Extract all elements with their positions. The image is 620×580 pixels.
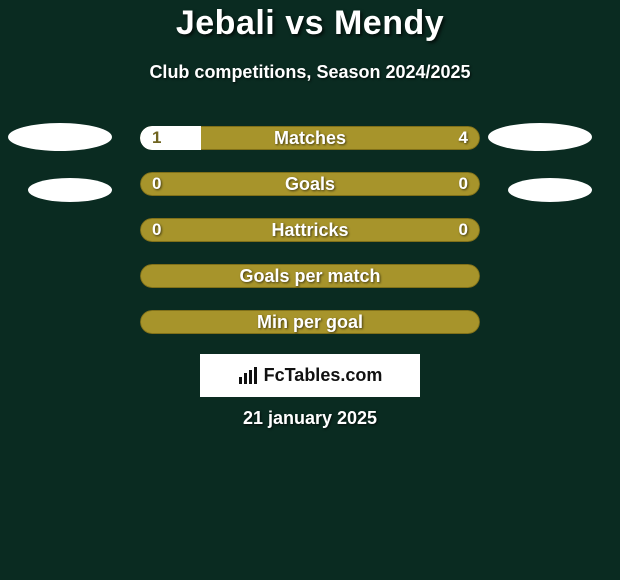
date-line: 21 january 2025	[0, 408, 620, 429]
stat-row-left-value: 0	[152, 172, 161, 196]
stat-row-label: Goals	[140, 172, 480, 196]
stat-row: Goals per match	[140, 264, 480, 288]
stat-row: Goals0 0	[140, 172, 480, 196]
player-badge-right_lower	[508, 178, 592, 202]
page-subtitle: Club competitions, Season 2024/2025	[0, 62, 620, 83]
brand-logo: FcTables.com	[238, 365, 383, 386]
comparison-infographic: Jebali vs Mendy Club competitions, Seaso…	[0, 0, 620, 580]
stat-row-label: Min per goal	[140, 310, 480, 334]
stat-row-right-value: 0	[459, 218, 468, 242]
stat-row: Min per goal	[140, 310, 480, 334]
stat-row: Hattricks0 0	[140, 218, 480, 242]
stat-row-right-value: 4	[459, 126, 468, 150]
stat-row-label: Hattricks	[140, 218, 480, 242]
stat-row-right-value: 0	[459, 172, 468, 196]
brand-logo-text: FcTables.com	[264, 365, 383, 386]
page-title: Jebali vs Mendy	[0, 4, 620, 43]
stat-row: Matches1 4	[140, 126, 480, 150]
brand-logo-box: FcTables.com	[200, 354, 420, 397]
stat-row-label: Matches	[140, 126, 480, 150]
stat-row-left-value: 0	[152, 218, 161, 242]
stat-row-left-value: 1	[152, 126, 161, 150]
bars-icon	[238, 367, 260, 385]
player-badge-left_lower	[28, 178, 112, 202]
player-badge-left_upper	[8, 123, 112, 151]
player-badge-right_upper	[488, 123, 592, 151]
stat-row-label: Goals per match	[140, 264, 480, 288]
